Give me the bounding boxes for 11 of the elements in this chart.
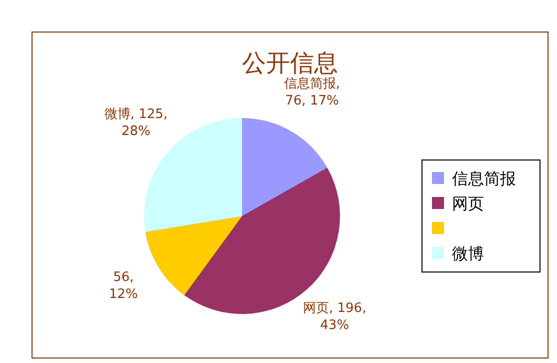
chart-title: 公开信息 — [242, 49, 338, 77]
data-label: 微博, 125, 28% — [104, 106, 168, 139]
legend-label: 信息简报 — [452, 169, 516, 188]
pie-slice — [145, 216, 242, 296]
data-label: 信息简报, 76, 17% — [284, 76, 340, 109]
data-label: 网页, 196, 43% — [303, 300, 366, 333]
legend-label: 微博 — [452, 244, 484, 263]
pie-slice — [184, 168, 340, 314]
pie-slice — [242, 118, 328, 216]
legend-label: 网页 — [452, 194, 484, 213]
data-label: 56, 12% — [109, 270, 138, 302]
